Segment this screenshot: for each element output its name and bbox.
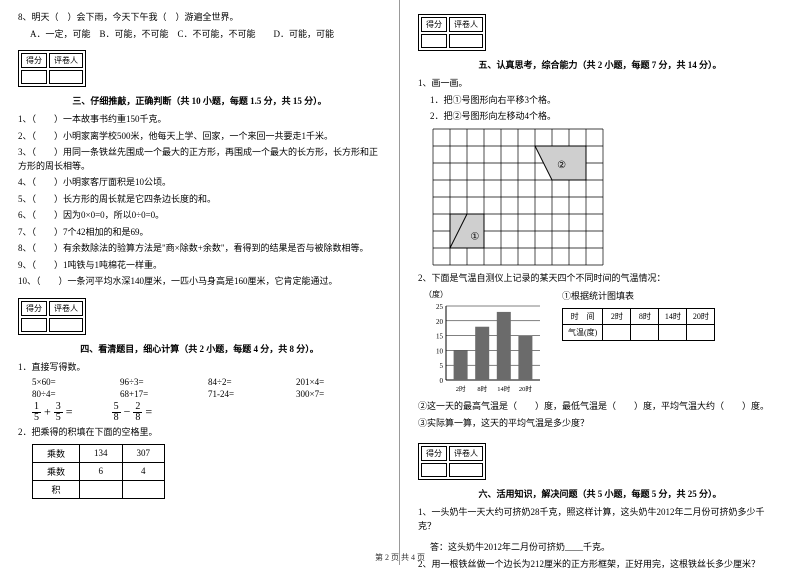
section-6-title: 六、活用知识，解决问题（共 5 小题，每题 5 分，共 25 分）。 xyxy=(418,487,782,500)
bar-chart: 25 20 15 10 5 0 2时 8时 14时 20时 xyxy=(424,302,544,394)
calc-item: 5×60= xyxy=(32,377,92,387)
section-5-title: 五、认真思考，综合能力（共 2 小题，每题 7 分，共 14 分）。 xyxy=(418,58,782,71)
cell xyxy=(631,325,659,341)
judge-10: 10、（ ）一条河平均水深140厘米，一匹小马身高是160厘米，它肯定能通过。 xyxy=(18,275,381,289)
cell: 积 xyxy=(33,480,80,498)
cell: 4 xyxy=(122,462,165,480)
grader-label: 评卷人 xyxy=(49,53,83,68)
cell: 时 间 xyxy=(563,309,603,325)
grid-figure: ①② xyxy=(432,128,782,268)
page-footer: 第 2 页 共 4 页 xyxy=(0,552,800,563)
q1a: 1．把①号图形向右平移3个格。 xyxy=(418,94,782,108)
calc-label: 1．直接写得数。 xyxy=(18,361,381,375)
cell: 6 xyxy=(80,462,123,480)
score-label: 得分 xyxy=(21,301,47,316)
chart-table-title: ①根据统计图填表 xyxy=(562,289,715,302)
svg-text:20时: 20时 xyxy=(519,384,533,393)
cell: 2时 xyxy=(603,309,631,325)
product-table: 乘数134307 乘数64 积 xyxy=(32,444,165,499)
grader-label: 评卷人 xyxy=(449,17,483,32)
svg-text:5: 5 xyxy=(440,362,444,370)
grader-label: 评卷人 xyxy=(449,446,483,461)
calc-item: 80÷4= xyxy=(32,389,92,399)
cell: 14时 xyxy=(659,309,687,325)
cell: 20时 xyxy=(687,309,715,325)
svg-text:②: ② xyxy=(557,160,566,171)
svg-text:20: 20 xyxy=(436,318,444,326)
left-column: 8、明天（ ）会下雨，今天下午我（ ）游遍全世界。 A．一定，可能 B．可能，不… xyxy=(0,0,400,565)
calc-item: 96÷3= xyxy=(120,377,180,387)
score-box-3: 得分评卷人 xyxy=(18,50,86,87)
cell: 307 xyxy=(122,444,165,462)
svg-text:8时: 8时 xyxy=(477,384,487,393)
score-label: 得分 xyxy=(21,53,47,68)
calc-row-1: 5×60= 96÷3= 84÷2= 201×4= xyxy=(32,377,381,387)
calc-row-2: 80÷4= 68+17= 71-24= 300×7= xyxy=(32,389,381,399)
section-3-title: 三、仔细推敲，正确判断（共 10 小题，每题 1.5 分，共 15 分）。 xyxy=(18,94,381,107)
svg-text:0: 0 xyxy=(440,377,444,385)
svg-text:25: 25 xyxy=(436,303,444,311)
cell xyxy=(80,480,123,498)
cell xyxy=(603,325,631,341)
frac-row: 15 + 35 = 58 − 28 = xyxy=(32,402,381,423)
chart-data-table: 时 间 2时 8时 14时 20时 气温(度) xyxy=(562,308,715,341)
cell: 气温(度) xyxy=(563,325,603,341)
cell xyxy=(122,480,165,498)
p1: 1、一头奶牛一天大约可挤奶28千克，照这样计算，这头奶牛2012年二月份可挤奶多… xyxy=(418,506,782,533)
score-label: 得分 xyxy=(421,446,447,461)
q8-options: A．一定，可能 B．可能，不可能 C．不可能，不可能 D．可能，可能 xyxy=(18,28,381,42)
svg-text:①: ① xyxy=(470,231,479,242)
judge-1: 1、（ ）一本故事书约重150千克。 xyxy=(18,113,381,127)
right-column: 得分评卷人 五、认真思考，综合能力（共 2 小题，每题 7 分，共 14 分）。… xyxy=(400,0,800,565)
section-4-title: 四、看清题目，细心计算（共 2 小题，每题 4 分，共 8 分）。 xyxy=(18,342,381,355)
q2c: ③实际算一算，这天的平均气温是多少度？ xyxy=(418,417,782,431)
q2b: ②这一天的最高气温是（ ）度，最低气温是（ ）度，平均气温大约（ ）度。 xyxy=(418,400,782,414)
q8-text: 8、明天（ ）会下雨，今天下午我（ ）游遍全世界。 xyxy=(18,11,381,25)
svg-text:10: 10 xyxy=(436,347,444,355)
score-label: 得分 xyxy=(421,17,447,32)
judge-9: 9、（ ）1吨铁与1吨棉花一样重。 xyxy=(18,259,381,273)
judge-8: 8、（ ）有余数除法的验算方法是"商×除数+余数"，看得到的结果是否与被除数相等… xyxy=(18,242,381,256)
calc-item: 68+17= xyxy=(120,389,180,399)
table-label: 2．把乘得的积填在下面的空格里。 xyxy=(18,426,381,440)
cell xyxy=(659,325,687,341)
score-box-5: 得分评卷人 xyxy=(418,14,486,51)
score-box-4: 得分评卷人 xyxy=(18,298,86,335)
calc-item: 300×7= xyxy=(296,389,356,399)
grid-svg: ①② xyxy=(432,128,604,266)
cell: 乘数 xyxy=(33,462,80,480)
grader-label: 评卷人 xyxy=(49,301,83,316)
judge-3: 3、（ ）用同一条铁丝先围成一个最大的正方形，再围成一个最大的长方形，长方形和正… xyxy=(18,146,381,173)
q2: 2、下面是气温自测仪上记录的某天四个不同时间的气温情况： xyxy=(418,272,782,286)
svg-text:2时: 2时 xyxy=(456,384,466,393)
cell xyxy=(687,325,715,341)
svg-text:14时: 14时 xyxy=(497,384,511,393)
calc-item: 71-24= xyxy=(208,389,268,399)
judge-7: 7、（ ）7个42相加的和是69。 xyxy=(18,226,381,240)
cell: 134 xyxy=(80,444,123,462)
score-box-6: 得分评卷人 xyxy=(418,443,486,480)
cell: 乘数 xyxy=(33,444,80,462)
cell: 8时 xyxy=(631,309,659,325)
calc-item: 84÷2= xyxy=(208,377,268,387)
judge-2: 2、（ ）小明家离学校500米，他每天上学、回家，一个来回一共要走1千米。 xyxy=(18,130,381,144)
judge-4: 4、（ ）小明家客厅面积是10公顷。 xyxy=(18,176,381,190)
q1: 1、画一画。 xyxy=(418,77,782,91)
chart-table-block: ①根据统计图填表 时 间 2时 8时 14时 20时 气温(度) xyxy=(562,289,715,341)
q1b: 2．把②号图形向左移动4个格。 xyxy=(418,110,782,124)
chart-block: （度） 25 20 15 10 5 0 2时 8时 14时 20时 xyxy=(424,289,544,396)
calc-item: 201×4= xyxy=(296,377,356,387)
judge-5: 5、（ ）长方形的周长就是它四条边长度的和。 xyxy=(18,193,381,207)
chart-ylabel: （度） xyxy=(424,289,544,300)
svg-text:15: 15 xyxy=(436,333,444,341)
judge-6: 6、（ ）因为0×0=0，所以0÷0=0。 xyxy=(18,209,381,223)
